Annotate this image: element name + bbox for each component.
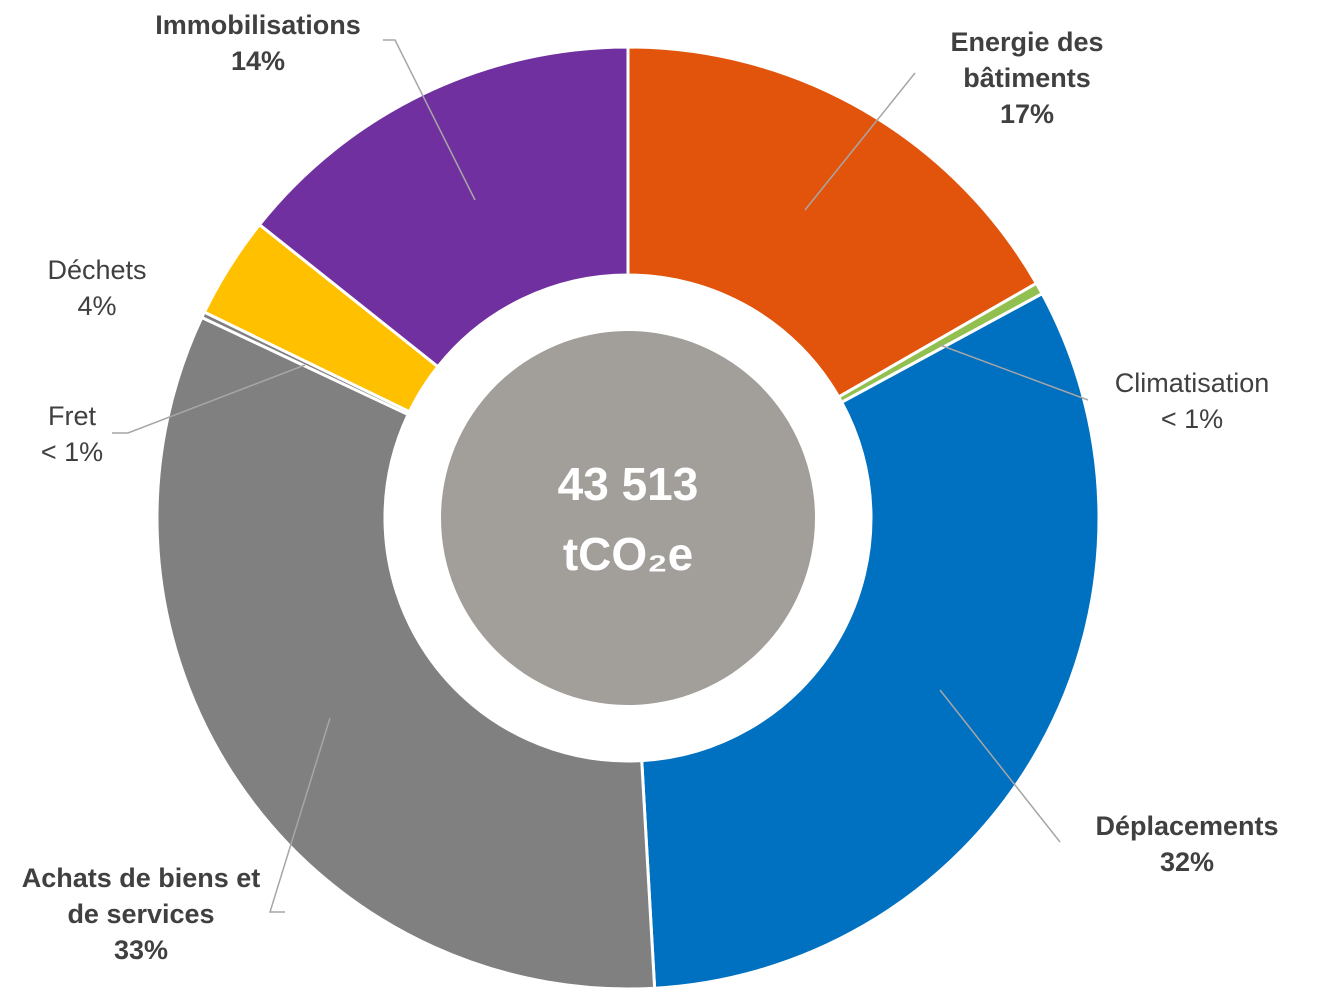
leader-line xyxy=(268,717,331,913)
leader-line xyxy=(939,344,1089,401)
value-label: 4% xyxy=(77,291,117,321)
value-label: < 1% xyxy=(1160,404,1224,434)
leader-line xyxy=(939,689,1061,843)
category-label: Energie des bâtiments xyxy=(950,27,1104,93)
slice-label: Energie des bâtiments 17% xyxy=(917,24,1137,132)
slice-label: Déchets 4% xyxy=(27,252,167,324)
value-label: 33% xyxy=(113,935,169,965)
category-label: Achats de biens et de services xyxy=(21,863,261,929)
slice-label: Fret < 1% xyxy=(12,398,132,470)
value-label: 32% xyxy=(1159,847,1215,877)
value-label: 14% xyxy=(230,46,286,76)
value-label: 17% xyxy=(999,99,1055,129)
slice xyxy=(155,315,657,990)
category-label: Climatisation xyxy=(1114,368,1270,398)
slice xyxy=(626,45,1039,399)
slice-label: Climatisation < 1% xyxy=(1082,365,1302,437)
slice xyxy=(640,291,1101,990)
category-label: Immobilisations xyxy=(155,10,361,40)
slice-label: Déplacements 32% xyxy=(1067,808,1307,880)
category-label: Déplacements xyxy=(1095,811,1279,841)
leader-line xyxy=(383,39,476,201)
slice xyxy=(257,45,630,369)
center-circle xyxy=(441,331,815,705)
leader-line xyxy=(112,364,306,434)
value-label: < 1% xyxy=(40,437,104,467)
center-value: 43 513 xyxy=(558,458,699,510)
category-label: Déchets xyxy=(47,255,147,285)
slice-label: Achats de biens et de services 33% xyxy=(6,860,276,968)
category-label: Fret xyxy=(47,401,96,431)
slice-label: Immobilisations 14% xyxy=(128,7,388,79)
center-unit: tCO₂e xyxy=(563,528,693,580)
leader-line xyxy=(804,72,916,211)
